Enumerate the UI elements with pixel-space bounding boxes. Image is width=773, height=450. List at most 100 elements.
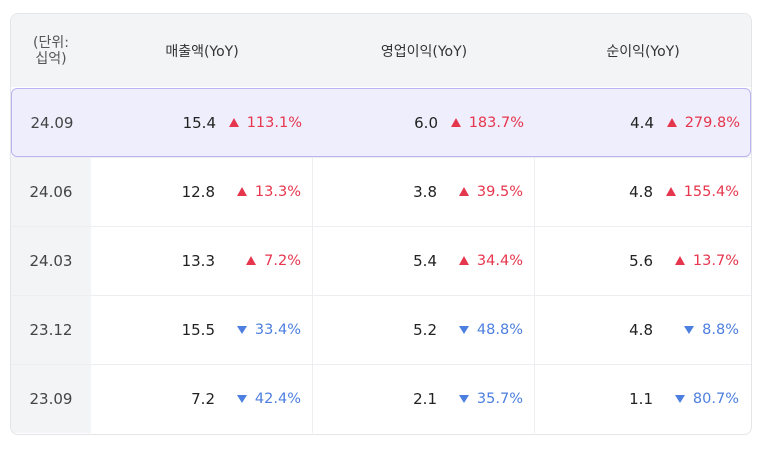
operating-profit-yoy-change: 39.5% bbox=[458, 183, 523, 200]
row-divider bbox=[11, 157, 751, 158]
revenue-yoy-percent: 13.3% bbox=[254, 183, 301, 200]
table-row[interactable]: 23.09 7.2 42.4% 2.1 35.7% 1.1 80.7% bbox=[11, 364, 751, 433]
net-profit-yoy-percent: 13.7% bbox=[692, 252, 739, 269]
net-profit-value: 5.6 bbox=[629, 251, 653, 270]
net-profit-value: 4.8 bbox=[629, 320, 653, 339]
revenue-yoy-percent: 42.4% bbox=[254, 390, 301, 407]
operating-profit-yoy-change: 48.8% bbox=[458, 321, 523, 338]
operating-profit-cell: 2.1 35.7% bbox=[313, 364, 535, 433]
operating-profit-cell: 5.2 48.8% bbox=[313, 295, 535, 364]
revenue-cell: 7.2 42.4% bbox=[91, 364, 313, 433]
net-profit-cell: 1.1 80.7% bbox=[535, 364, 751, 433]
row-divider bbox=[11, 295, 751, 296]
triangle-up-icon bbox=[450, 118, 461, 127]
period-cell: 23.12 bbox=[11, 295, 91, 364]
net-profit-yoy-change: 279.8% bbox=[666, 114, 740, 131]
revenue-value: 7.2 bbox=[191, 389, 215, 408]
triangle-up-icon bbox=[458, 187, 469, 196]
operating-profit-yoy-change: 35.7% bbox=[458, 390, 523, 407]
table-header: (단위: 십억) 매출액(YoY) 영업이익(YoY) 순이익(YoY) bbox=[11, 14, 751, 87]
revenue-yoy-percent: 113.1% bbox=[246, 114, 302, 131]
revenue-yoy-change: 7.2% bbox=[246, 253, 301, 269]
triangle-up-icon bbox=[674, 256, 685, 265]
column-divider bbox=[312, 295, 313, 364]
revenue-cell: 15.4 113.1% bbox=[92, 89, 314, 156]
triangle-down-icon bbox=[458, 394, 469, 403]
triangle-up-icon bbox=[246, 256, 257, 265]
operating-profit-yoy-change: 183.7% bbox=[450, 114, 524, 131]
period-cell: 24.03 bbox=[11, 226, 91, 295]
net-profit-yoy-percent: 8.8% bbox=[702, 321, 739, 338]
operating-profit-value: 3.8 bbox=[413, 182, 437, 201]
table-row[interactable]: 24.06 12.8 13.3% 3.8 39.5% 4.8 155.4% bbox=[11, 157, 751, 226]
revenue-value: 15.4 bbox=[182, 113, 216, 132]
net-profit-cell: 5.6 13.7% bbox=[535, 226, 751, 295]
column-divider bbox=[312, 157, 313, 226]
unit-label-line2: 십억) bbox=[35, 50, 67, 67]
net-profit-cell: 4.4 279.8% bbox=[536, 89, 751, 156]
operating-profit-cell: 6.0 183.7% bbox=[314, 89, 536, 156]
operating-profit-yoy-percent: 183.7% bbox=[468, 114, 524, 131]
triangle-up-icon bbox=[665, 187, 676, 196]
triangle-down-icon bbox=[458, 325, 469, 334]
column-divider bbox=[312, 364, 313, 433]
revenue-value: 15.5 bbox=[181, 320, 215, 339]
net-profit-yoy-percent: 279.8% bbox=[684, 114, 740, 131]
unit-label: (단위: 십억) bbox=[11, 14, 91, 87]
revenue-cell: 13.3 7.2% bbox=[91, 226, 313, 295]
revenue-value: 13.3 bbox=[181, 251, 215, 270]
column-header-net-profit: 순이익(YoY) bbox=[606, 43, 680, 60]
column-header-revenue: 매출액(YoY) bbox=[165, 43, 239, 60]
row-divider bbox=[11, 364, 751, 365]
revenue-yoy-change: 13.3% bbox=[236, 183, 301, 200]
unit-label-line1: (단위: bbox=[33, 34, 69, 51]
net-profit-cell: 4.8 8.8% bbox=[535, 295, 751, 364]
revenue-value: 12.8 bbox=[181, 182, 215, 201]
triangle-up-icon bbox=[236, 187, 247, 196]
column-divider bbox=[534, 226, 535, 295]
revenue-cell: 15.5 33.4% bbox=[91, 295, 313, 364]
net-profit-value: 4.8 bbox=[629, 182, 653, 201]
net-profit-yoy-percent: 155.4% bbox=[683, 183, 739, 200]
operating-profit-yoy-percent: 48.8% bbox=[476, 321, 523, 338]
triangle-down-icon bbox=[674, 394, 685, 403]
operating-profit-value: 5.4 bbox=[413, 251, 437, 270]
table-row[interactable]: 24.09 15.4 113.1% 6.0 183.7% 4.4 279.8% bbox=[12, 89, 751, 156]
column-divider bbox=[312, 226, 313, 295]
table-row[interactable]: 23.12 15.5 33.4% 5.2 48.8% 4.8 8.8% bbox=[11, 295, 751, 364]
operating-profit-value: 5.2 bbox=[413, 320, 437, 339]
financial-table: (단위: 십억) 매출액(YoY) 영업이익(YoY) 순이익(YoY) 24.… bbox=[10, 13, 752, 435]
column-divider bbox=[534, 157, 535, 226]
revenue-cell: 12.8 13.3% bbox=[91, 157, 313, 226]
revenue-yoy-percent: 33.4% bbox=[254, 321, 301, 338]
net-profit-value: 1.1 bbox=[629, 389, 653, 408]
triangle-up-icon bbox=[666, 118, 677, 127]
operating-profit-cell: 5.4 34.4% bbox=[313, 226, 535, 295]
revenue-yoy-percent: 7.2% bbox=[264, 252, 301, 269]
revenue-yoy-change: 33.4% bbox=[236, 321, 301, 338]
operating-profit-cell: 3.8 39.5% bbox=[313, 157, 535, 226]
operating-profit-yoy-percent: 34.4% bbox=[476, 252, 523, 269]
table-row[interactable]: 24.03 13.3 7.2% 5.4 34.4% 5.6 13.7% bbox=[11, 226, 751, 295]
period-cell: 23.09 bbox=[11, 364, 91, 433]
operating-profit-yoy-change: 34.4% bbox=[458, 252, 523, 269]
selected-row-highlight[interactable]: 24.09 15.4 113.1% 6.0 183.7% 4.4 279.8% bbox=[11, 88, 751, 157]
net-profit-cell: 4.8 155.4% bbox=[535, 157, 751, 226]
revenue-yoy-change: 42.4% bbox=[236, 390, 301, 407]
net-profit-yoy-change: 155.4% bbox=[665, 183, 739, 200]
row-divider bbox=[11, 226, 751, 227]
triangle-down-icon bbox=[684, 325, 695, 334]
period-cell: 24.06 bbox=[11, 157, 91, 226]
operating-profit-yoy-percent: 35.7% bbox=[476, 390, 523, 407]
triangle-up-icon bbox=[458, 256, 469, 265]
operating-profit-yoy-percent: 39.5% bbox=[476, 183, 523, 200]
triangle-down-icon bbox=[236, 394, 247, 403]
column-header-operating-profit: 영업이익(YoY) bbox=[380, 43, 468, 60]
triangle-down-icon bbox=[236, 325, 247, 334]
column-divider bbox=[534, 295, 535, 364]
column-divider bbox=[534, 364, 535, 433]
operating-profit-value: 6.0 bbox=[414, 113, 438, 132]
revenue-yoy-change: 113.1% bbox=[228, 114, 302, 131]
net-profit-yoy-change: 13.7% bbox=[674, 252, 739, 269]
net-profit-yoy-change: 8.8% bbox=[684, 322, 739, 338]
